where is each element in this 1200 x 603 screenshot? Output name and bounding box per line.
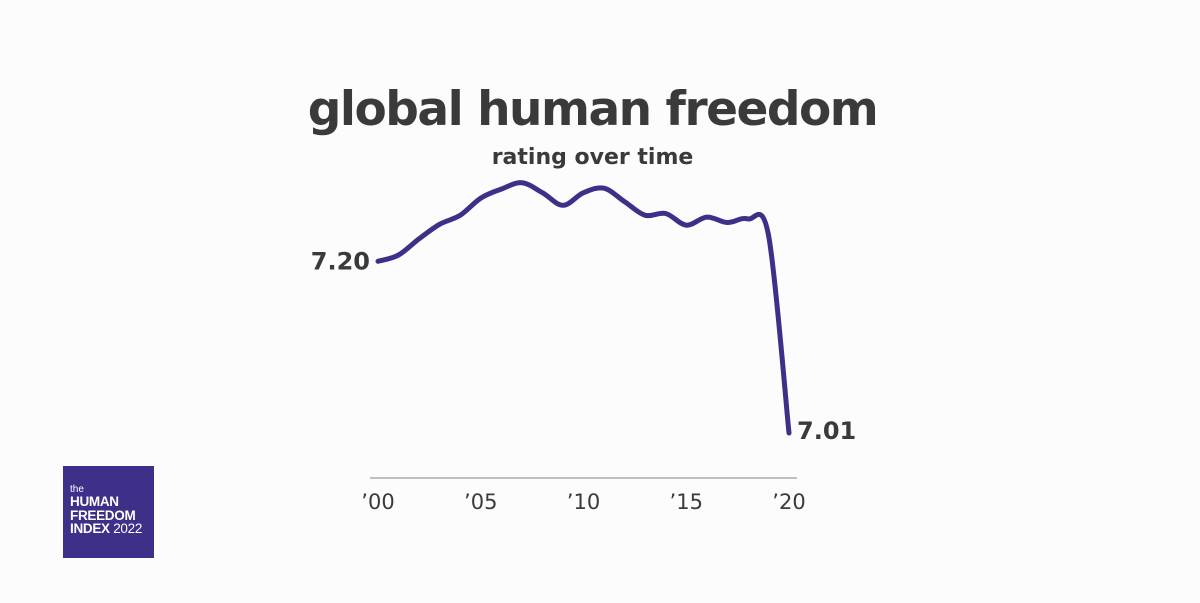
logo-line-2: FREEDOM bbox=[70, 507, 136, 523]
chart-subtitle: rating over time bbox=[491, 145, 694, 170]
logo-line-1: HUMAN bbox=[70, 494, 119, 509]
start-value-label: 7.20 bbox=[311, 247, 370, 275]
x-tick-label: ’05 bbox=[464, 490, 497, 514]
human-freedom-index-logo: the HUMAN FREEDOM INDEX 2022 bbox=[63, 466, 154, 558]
logo-prefix: the bbox=[70, 484, 84, 495]
series-line bbox=[375, 180, 792, 436]
x-tick-label: ’10 bbox=[567, 490, 600, 514]
x-tick-label: ’20 bbox=[772, 490, 805, 514]
x-tick-label: ’00 bbox=[361, 490, 394, 514]
end-value-label: 7.01 bbox=[797, 417, 856, 445]
logo-word-index: INDEX bbox=[70, 521, 110, 536]
logo-line-3: INDEX 2022 bbox=[70, 522, 154, 536]
x-tick-label: ’15 bbox=[670, 490, 703, 514]
chart-title: global human freedom bbox=[307, 82, 879, 137]
logo-year: 2022 bbox=[113, 521, 143, 536]
